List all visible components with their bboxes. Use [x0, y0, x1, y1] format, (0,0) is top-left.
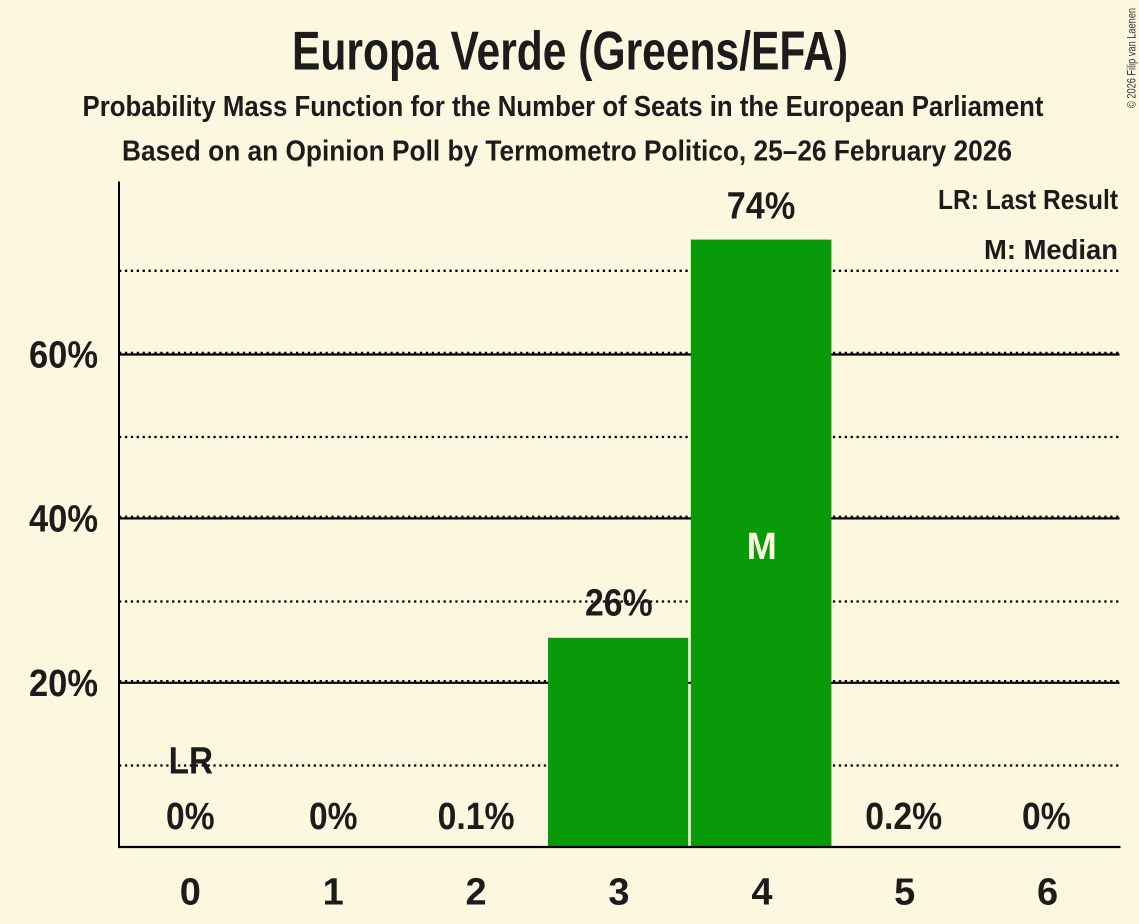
svg-text:LR: Last Result: LR: Last Result — [938, 184, 1118, 215]
svg-text:0.2%: 0.2% — [865, 796, 942, 838]
svg-text:M: Median: M: Median — [984, 234, 1118, 265]
svg-text:Based on an Opinion Poll by Te: Based on an Opinion Poll by Termometro P… — [122, 136, 1012, 168]
svg-text:LR: LR — [169, 740, 213, 782]
svg-text:1: 1 — [323, 872, 344, 914]
svg-text:5: 5 — [894, 872, 915, 914]
svg-text:0%: 0% — [166, 796, 215, 838]
svg-text:Probability Mass Function for: Probability Mass Function for the Number… — [83, 91, 1044, 123]
svg-text:6: 6 — [1037, 872, 1058, 914]
svg-text:2: 2 — [466, 872, 487, 914]
svg-text:74%: 74% — [727, 186, 796, 228]
svg-text:© 2026 Filip van Laenen: © 2026 Filip van Laenen — [1127, 8, 1139, 108]
svg-text:40%: 40% — [29, 499, 98, 541]
svg-text:0.1%: 0.1% — [438, 796, 515, 838]
svg-text:M: M — [747, 526, 777, 568]
svg-text:0%: 0% — [1022, 796, 1071, 838]
svg-text:4: 4 — [751, 872, 772, 914]
svg-text:26%: 26% — [585, 582, 653, 624]
svg-text:3: 3 — [608, 872, 629, 914]
svg-text:0%: 0% — [309, 796, 358, 838]
svg-text:0: 0 — [180, 872, 201, 914]
svg-text:60%: 60% — [29, 335, 98, 377]
svg-text:Europa Verde (Greens/EFA): Europa Verde (Greens/EFA) — [292, 20, 848, 82]
svg-text:20%: 20% — [29, 663, 98, 705]
